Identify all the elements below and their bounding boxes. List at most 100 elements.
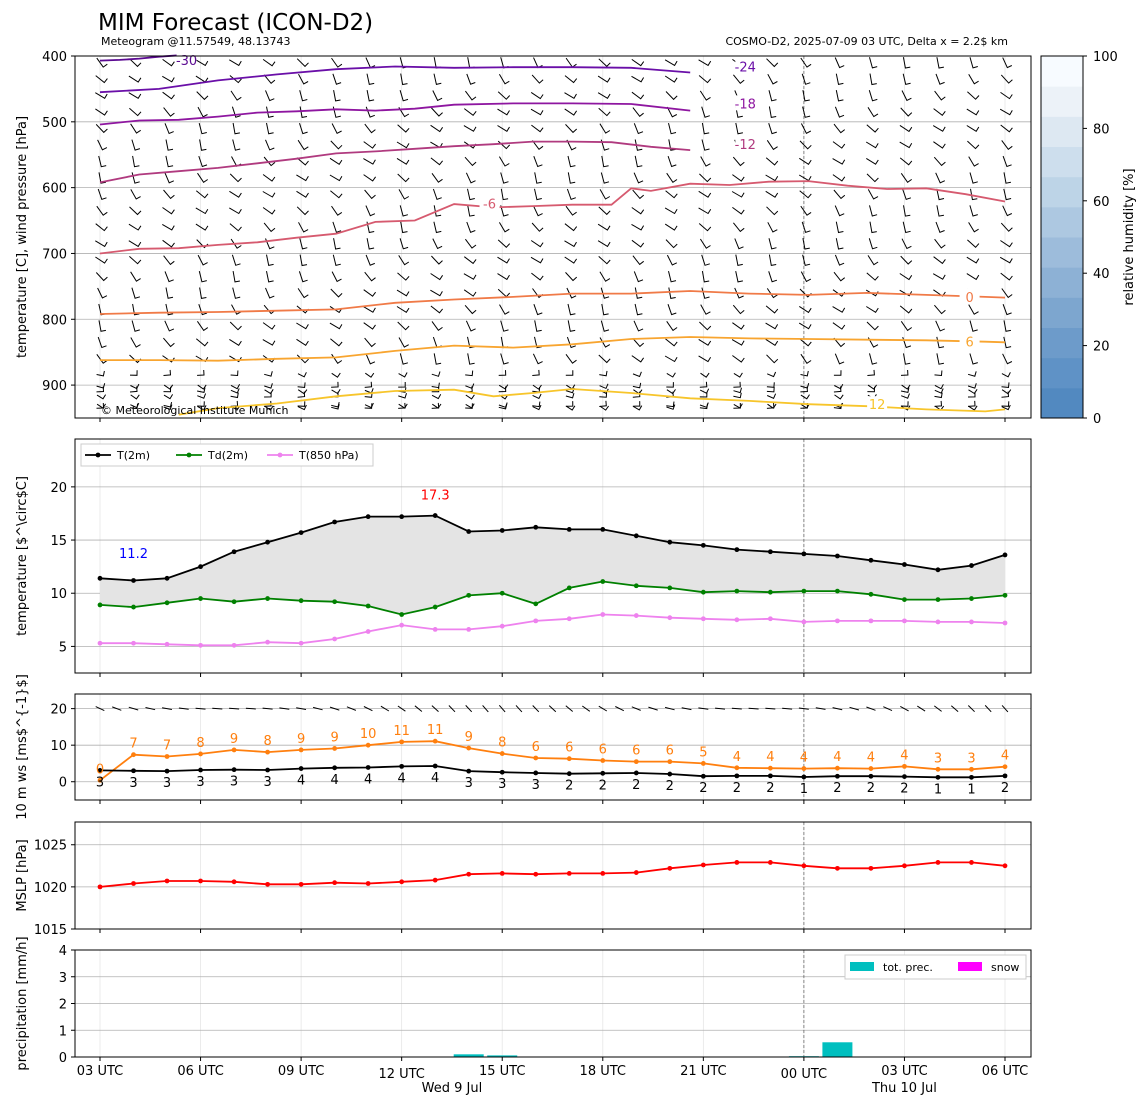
wind-barb [799,157,812,165]
wind-barb [197,384,207,390]
wind-barb [967,383,977,389]
wind-barb [768,238,777,250]
wind-barb [869,205,878,217]
wind-barb [899,141,913,149]
wind-barb [498,74,510,85]
temperature-frame [74,438,1032,674]
wind-barb [932,125,946,132]
wind-barb [265,90,275,102]
wind-barb [129,370,138,376]
wind-barb [299,123,308,135]
wind-barb [396,141,410,149]
t2m-point [265,539,270,545]
surface-wind-barb [329,706,340,711]
legend-label: Td(2m) [207,449,248,462]
wind-barb [331,123,342,134]
wind-barb [666,106,678,118]
wind-barb [366,90,375,102]
wind-barb [95,223,108,232]
gust-point [164,754,170,759]
wind-barb [664,75,678,83]
mean-wind-value-label: 1 [800,782,808,797]
wind-ytick-label: 10 [50,739,67,754]
wind-barb [1001,389,1012,395]
gust-value-label: 6 [666,744,674,759]
wind-barb [197,254,208,266]
colorbar-tick-label: 40 [1093,267,1110,282]
precipitation-ytick-label: 1 [59,1024,67,1039]
wind-barb [733,222,745,233]
legend-label: tot. prec. [883,961,933,974]
wind-barb [264,371,273,377]
colorbar-band [1041,357,1083,389]
wind-barb [900,401,909,407]
isotherm-line [99,140,691,184]
wind-barb [567,320,576,332]
t2m-point [231,549,237,555]
t850-point [332,636,338,642]
gust-point [935,766,941,772]
profile-ylabel: temperature [C], wind pressure [hPa] [15,116,30,358]
wind-barb [363,174,377,182]
wind-barb [297,404,307,411]
wind-barb [296,157,309,166]
wind-barb [599,189,611,200]
surface-wind-barb [866,706,876,711]
wind-barb [296,338,309,346]
surface-wind-barb [482,705,489,713]
wind-barb [129,256,142,265]
wind-barb [731,191,745,198]
profile-panel: 400 500 600 700 800 900 temperature [C], wind … [15,50,1032,422]
surface-wind-barb [698,707,709,710]
wind-barb [296,322,309,330]
legend-swatch-snow [958,962,982,971]
wind-barb [733,403,743,409]
wind-frame [74,693,1032,801]
wind-barb [800,370,809,377]
wind-barb [899,305,913,314]
gust-line [99,740,1006,782]
wind-barb [431,386,440,393]
wind-barb [197,401,205,407]
wind-barb [431,321,443,331]
legend-label: T(850 hPa) [298,449,359,462]
wind-barb [299,106,308,118]
surface-wind-barb [178,707,189,710]
wind-barb [1002,57,1013,69]
gust-point [97,777,103,783]
mean-wind-point [868,773,874,779]
wind-barb [802,90,810,102]
t850-point [265,639,270,645]
wind-barb [835,221,844,234]
wind-barb [229,190,242,198]
wind-barb [799,190,812,199]
gust-value-label: 6 [565,741,573,756]
wind-barb [1001,391,1010,398]
wind-barb [766,58,779,68]
t2m-point [700,542,706,548]
surface-wind-barb [465,705,473,713]
wind-barb [162,207,175,215]
wind-barb [668,287,676,299]
wind-barb [467,205,475,217]
wind-barb [298,73,309,85]
wind-barb [198,270,207,283]
wind-barb [97,188,107,201]
wind-barb [229,223,242,232]
t850-point [499,623,505,629]
mean-wind-point [935,774,941,780]
wind-barb [936,57,944,69]
wind-barb [666,321,678,332]
wind-barb [263,74,276,85]
wind-barb [296,190,309,198]
wind-barb [297,389,308,395]
wind-barb [700,304,711,315]
isotherm-label-bg [867,396,888,412]
mean-wind-value-label: 2 [666,779,674,794]
wind-barb [431,382,440,389]
wind-barb [467,57,475,69]
wind-barb [96,383,106,389]
wind-barb [833,189,846,200]
